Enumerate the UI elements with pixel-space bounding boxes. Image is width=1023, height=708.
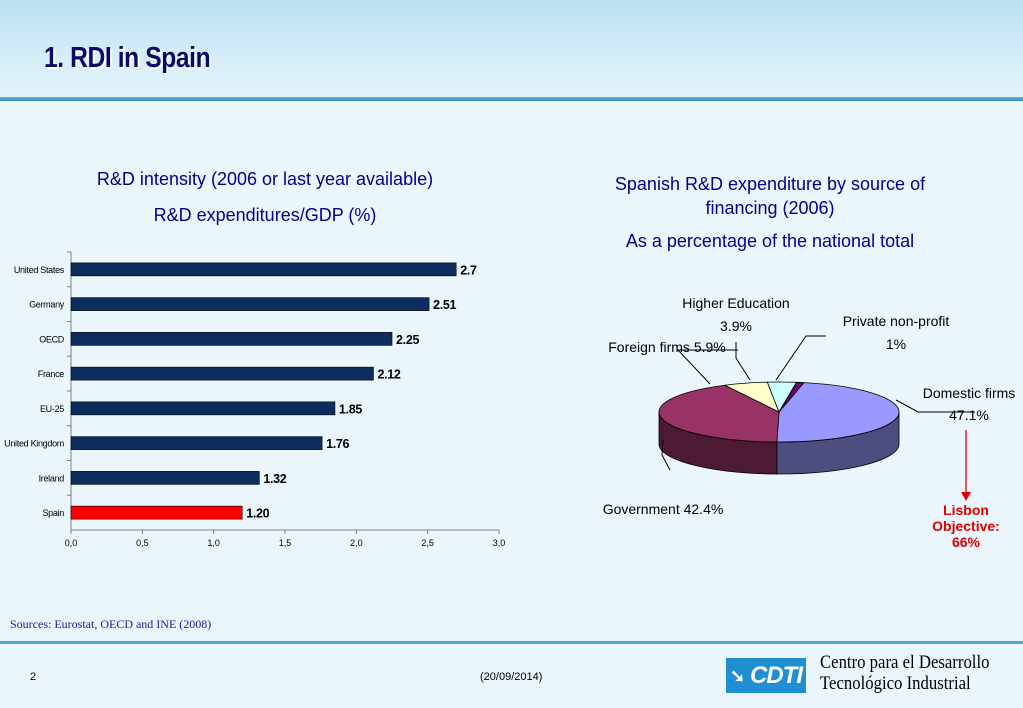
data-label: 1.32 <box>263 472 286 486</box>
pie-chart: Domestic firms 47.1% Government 42.4% Forei… <box>603 295 1016 550</box>
bar-united-kingdom <box>70 436 323 450</box>
pie-slice-government <box>658 384 780 443</box>
lisbon-objective-label: 66% <box>952 534 981 550</box>
leader-line <box>661 439 671 471</box>
slice-label-foreign-firms: Foreign firms 5.9% <box>608 339 725 355</box>
footer-divider <box>0 641 1023 644</box>
category-label: EU-25 <box>40 404 64 414</box>
org-line-1: Centro para el Desarrollo <box>820 652 990 673</box>
lisbon-objective-label: Lisbon <box>943 502 989 518</box>
slice-value-private-non-profit: 1% <box>886 336 906 352</box>
x-tick-label: 1,5 <box>279 538 292 548</box>
pie-slice-domestic-firms <box>776 382 900 443</box>
slide-date: (20/09/2014) <box>480 671 543 683</box>
bar-chart-subtitle: R&D expenditures/GDP (%) <box>153 205 377 225</box>
category-label: United States <box>14 265 65 275</box>
pie-chart-subtitle: As a percentage of the national total <box>625 231 915 251</box>
bar-france <box>70 366 374 381</box>
header-divider <box>0 97 1023 101</box>
logo-text: CDTI <box>750 662 803 689</box>
x-tick-label: 2,0 <box>350 538 363 548</box>
category-label: Spain <box>42 508 64 518</box>
slice-label-government: Government 42.4% <box>603 501 724 517</box>
x-tick-label: 0,0 <box>65 538 78 548</box>
page-number: 2 <box>30 671 37 683</box>
bar-chart: United States 2.7 Germany 2.51 OECD 2.25 Franc… <box>4 251 506 548</box>
category-label: Germany <box>29 300 65 310</box>
header-band <box>0 0 1023 100</box>
bar-spain <box>70 505 243 520</box>
x-tick-label: 3,0 <box>493 538 506 548</box>
x-tick-label: 1,0 <box>207 538 220 548</box>
x-tick-label: 0,5 <box>136 538 149 548</box>
org-line-2: Tecnológico Industrial <box>820 673 971 694</box>
cdti-logo: ➘ CDTI <box>726 658 806 693</box>
pie-slice-private-non-profit <box>778 381 805 413</box>
category-label: OECD <box>39 334 65 344</box>
category-label: United Kingdom <box>4 439 64 449</box>
slice-value-domestic-firms: 47.1% <box>949 407 989 423</box>
x-tick-label: 2,5 <box>421 538 434 548</box>
slice-label-private-non-profit: Private non-profit <box>843 313 950 329</box>
bar-eu-25 <box>70 401 336 416</box>
data-label: 2.25 <box>396 333 419 347</box>
bar-oecd <box>70 332 393 346</box>
lisbon-objective-label: Objective: <box>932 518 1000 534</box>
leader-line <box>676 349 738 385</box>
pie-chart-title-line2: financing (2006) <box>705 198 835 218</box>
bar-united-states <box>70 262 457 277</box>
bar-ireland <box>70 471 260 485</box>
organization-name: Centro para el Desarrollo Tecnológico In… <box>820 652 989 694</box>
data-label: 1.85 <box>339 402 362 416</box>
leader-line <box>735 342 751 381</box>
data-label: 1.76 <box>326 437 349 451</box>
pie-chart-title-line1: Spanish R&D expenditure by source of <box>614 174 926 194</box>
leader-line <box>895 399 975 413</box>
arrow-icon: ➘ <box>730 666 745 686</box>
slice-label-higher-education: Higher Education <box>682 295 789 311</box>
slice-label-domestic-firms: Domestic firms <box>923 385 1016 401</box>
bar-germany <box>70 297 430 311</box>
data-label: 2.7 <box>460 263 477 277</box>
sources-note: Sources: Eurostat, OECD and INE (2008) <box>10 617 212 631</box>
leader-line <box>775 335 826 381</box>
category-label: Ireland <box>39 473 65 483</box>
slide-title: 1. RDI in Spain <box>44 42 211 74</box>
slice-value-higher-education: 3.9% <box>720 318 752 334</box>
category-label: France <box>38 369 65 379</box>
lisbon-arrow-head <box>961 492 971 501</box>
data-label: 2.12 <box>377 368 400 382</box>
data-label: 1.20 <box>246 507 269 521</box>
bar-chart-title: R&D intensity (2006 or last year availab… <box>96 169 434 189</box>
data-label: 2.51 <box>433 298 456 312</box>
